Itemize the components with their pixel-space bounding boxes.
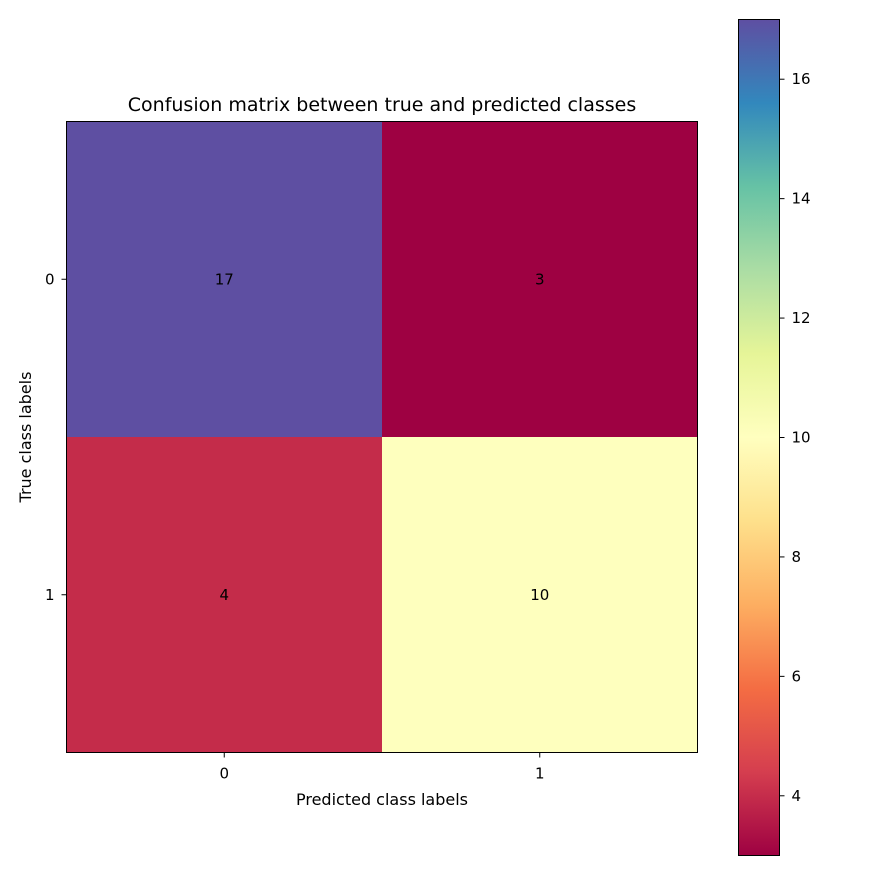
cell-value-0-1: 3 <box>535 270 545 288</box>
cell-value-0-0: 17 <box>215 270 234 288</box>
x-axis-label: Predicted class labels <box>296 790 468 809</box>
y-axis-label: True class labels <box>16 372 35 504</box>
matrix-cell-0-1 <box>382 121 698 437</box>
colorbar-tick-label-4: 12 <box>792 309 811 327</box>
matrix-cells <box>66 121 698 753</box>
y-tick-label-1: 1 <box>45 586 55 604</box>
cell-value-1-1: 10 <box>530 586 549 604</box>
matrix-cell-0-0 <box>66 121 382 437</box>
matrix-cell-labels: 17 3 4 10 <box>215 270 550 604</box>
colorbar-ticks: 4 6 8 10 12 14 16 <box>779 70 811 805</box>
y-tick-label-0: 0 <box>45 270 55 288</box>
colorbar-tick-label-6: 16 <box>792 70 811 88</box>
colorbar-tick-label-3: 10 <box>792 429 811 447</box>
chart-title: Confusion matrix between true and predic… <box>128 94 636 116</box>
colorbar: 4 6 8 10 12 14 16 <box>738 19 811 856</box>
colorbar-tick-label-2: 8 <box>792 548 802 566</box>
plot-frame <box>66 121 698 753</box>
x-tick-label-0: 0 <box>219 765 229 783</box>
colorbar-tick-label-5: 14 <box>792 190 811 208</box>
cell-value-1-0: 4 <box>219 586 229 604</box>
y-axis-ticks: 01 <box>45 270 67 604</box>
x-tick-label-1: 1 <box>535 765 545 783</box>
colorbar-gradient <box>738 19 780 856</box>
colorbar-tick-label-0: 4 <box>792 787 802 805</box>
matrix-cell-1-0 <box>66 437 382 753</box>
matrix-cell-1-1 <box>382 437 698 753</box>
colorbar-tick-label-1: 6 <box>792 667 802 685</box>
